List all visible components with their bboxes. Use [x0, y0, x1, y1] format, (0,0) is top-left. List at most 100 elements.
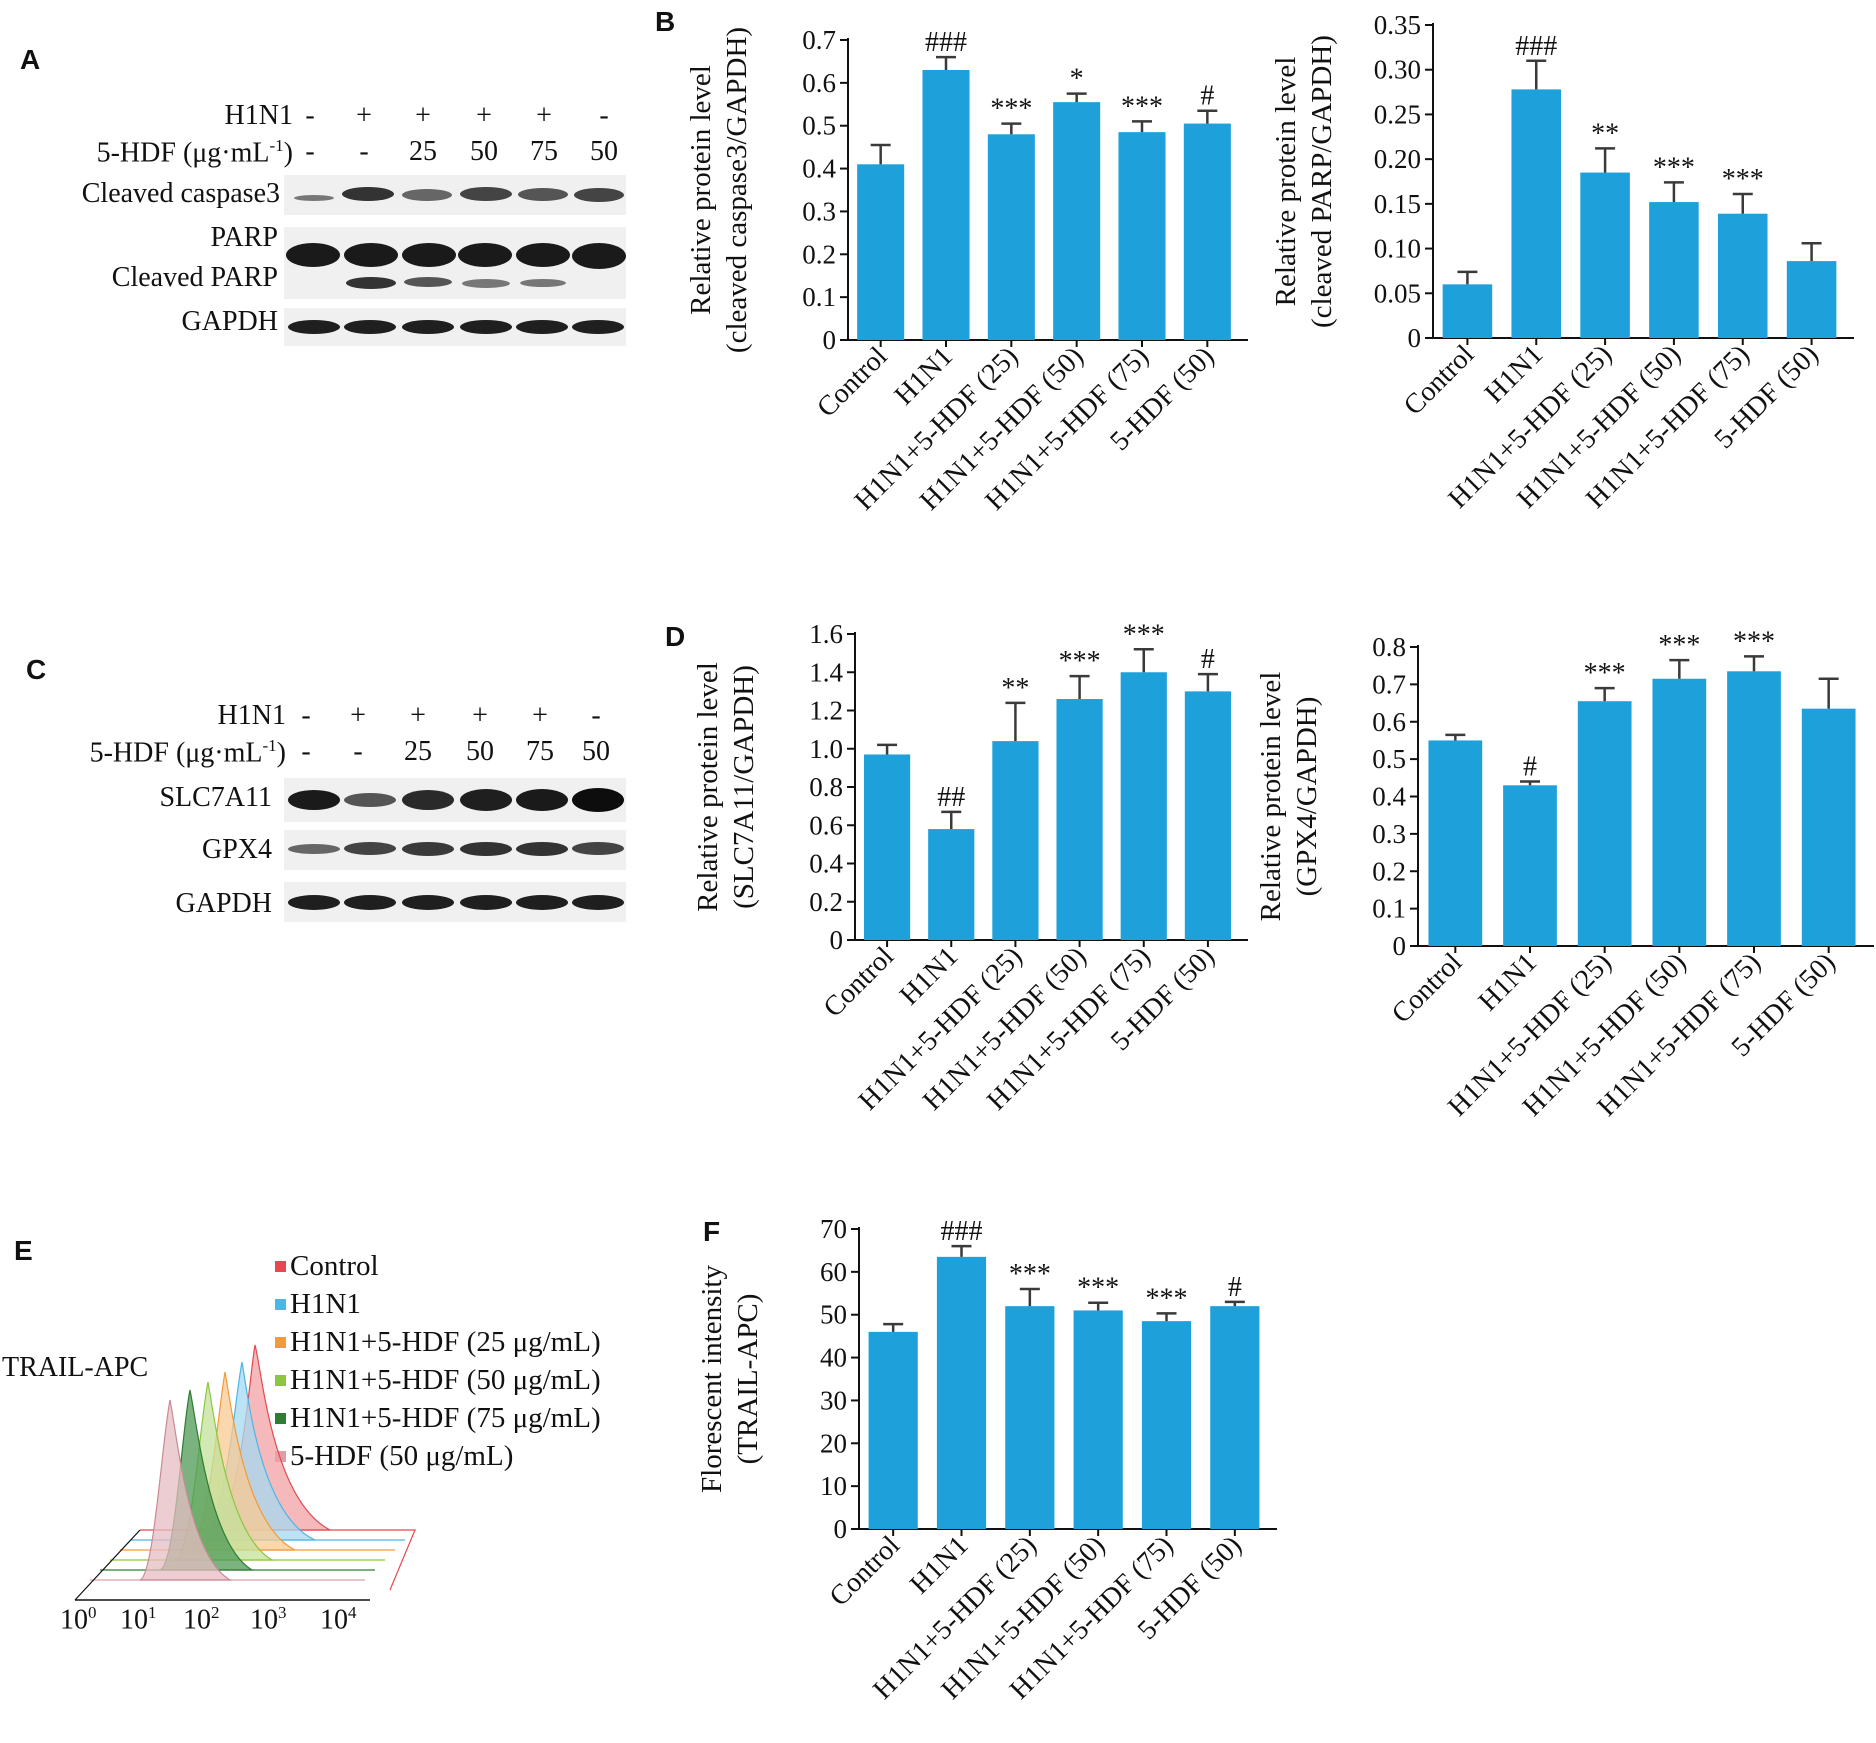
significance-marker: *** — [1059, 646, 1101, 677]
blot-strip-gpx4 — [284, 830, 626, 870]
y-tick-label: 0.1 — [1372, 894, 1406, 924]
bar — [1801, 708, 1856, 946]
y-tick-label: 0.4 — [802, 154, 836, 184]
treatment-sign: - — [359, 136, 369, 167]
bar — [1577, 701, 1632, 946]
y-tick-label: 0.3 — [802, 196, 836, 226]
flow-x-tick-label: 101 — [120, 1603, 157, 1636]
treatment-sign: + — [476, 100, 492, 131]
bar — [1652, 678, 1707, 946]
treatment-sign: - — [301, 736, 311, 767]
y-tick-label: 0.8 — [809, 772, 843, 802]
blot-strip-gapdh-a — [284, 308, 626, 346]
bar-chart-b1: 0 0.1 0.2 0.3 0.4 0.5 0.6 0.7 Relative protein l… — [685, 25, 1248, 517]
y-tick-label: 0 — [830, 925, 844, 955]
y-tick-label: 0 — [834, 1514, 848, 1544]
significance-marker: *** — [1077, 1273, 1119, 1304]
bar-chart-d1: 0 0.2 0.4 0.6 0.8 1.0 1.2 1.4 1.6 Relative protei… — [692, 619, 1248, 1117]
y-tick-label: 0.4 — [809, 849, 843, 879]
flow-histogram-plot — [74, 1344, 416, 1601]
legend-swatch — [275, 1375, 286, 1386]
bar-chart-f: 0 10 20 30 40 50 60 70 Florescent intensity (TRAI… — [696, 1214, 1277, 1706]
y-tick-label: 20 — [820, 1428, 847, 1458]
y-tick-label: 0.6 — [809, 810, 843, 840]
y-axis-label: Relative protein level — [1270, 57, 1302, 307]
bar — [987, 134, 1035, 340]
bar — [1183, 123, 1231, 340]
significance-marker: # — [1228, 1272, 1242, 1303]
x-tick-label: H1N1 — [1473, 947, 1543, 1017]
legend-swatch — [275, 1451, 286, 1462]
significance-marker: ### — [941, 1216, 983, 1247]
y-tick-label: 1.6 — [809, 619, 843, 649]
treatment-sign: + — [410, 700, 426, 731]
y-tick-label: 0.5 — [1372, 744, 1406, 774]
legend-item: H1N1+5-HDF (75 μg/mL) — [275, 1402, 601, 1435]
treatment-sign: 50 — [466, 736, 494, 767]
treatment-label-h1n1: H1N1 — [224, 100, 293, 131]
significance-marker: *** — [990, 94, 1032, 125]
y-tick-label: 1.4 — [809, 657, 843, 687]
y-tick-label: 0.2 — [1372, 856, 1406, 886]
bar-chart-d2: 0 0.1 0.2 0.3 0.4 0.5 0.6 0.7 0.8 Relative protei… — [1255, 626, 1874, 1123]
significance-marker: *** — [1146, 1283, 1188, 1314]
treatment-sign: 50 — [590, 136, 618, 167]
bar — [1503, 785, 1557, 946]
bar — [1727, 671, 1781, 946]
y-tick-label: 0.6 — [802, 68, 836, 98]
blot-row-label: GAPDH — [181, 306, 278, 337]
panel-label-a: A — [20, 44, 41, 75]
bar — [1056, 699, 1103, 940]
y-axis-label: (cleaved PARP/GAPDH) — [1306, 35, 1338, 328]
significance-marker: *** — [1123, 619, 1165, 650]
treatment-sign: - — [599, 100, 609, 131]
bar — [1511, 89, 1562, 338]
bar — [922, 70, 970, 340]
bar-chart-b2: 0 0.05 0.10 0.15 0.20 0.25 0.30 0.35 Relative pr… — [1270, 10, 1854, 515]
panel-label-e: E — [14, 1235, 33, 1266]
y-tick-label: 0.25 — [1374, 99, 1421, 129]
significance-marker: *** — [1733, 626, 1775, 657]
significance-marker: ### — [925, 27, 967, 58]
blot-row-label: SLC7A11 — [159, 782, 272, 813]
y-tick-label: 0.3 — [1372, 819, 1406, 849]
bar — [1428, 740, 1483, 946]
bar — [857, 164, 905, 340]
y-axis-label: Relative protein level — [692, 662, 724, 912]
bar — [1053, 102, 1101, 341]
significance-marker: *** — [1121, 91, 1163, 122]
bar — [1649, 202, 1699, 338]
legend-item: 5-HDF (50 μg/mL) — [275, 1440, 513, 1473]
y-tick-label: 0 — [1408, 323, 1422, 353]
bar — [928, 829, 975, 940]
y-tick-label: 30 — [820, 1385, 847, 1415]
significance-marker: # — [1201, 644, 1215, 675]
y-tick-label: 0.7 — [1372, 669, 1406, 699]
significance-marker: # — [1200, 81, 1214, 112]
legend-item: Control — [275, 1250, 379, 1283]
blot-row-label: PARP — [210, 222, 278, 253]
significance-marker: ** — [1591, 118, 1619, 149]
legend-item: H1N1 — [275, 1288, 361, 1321]
significance-marker: # — [1523, 752, 1537, 783]
bar — [868, 1331, 918, 1529]
y-axis-label: (cleaved caspase3/GAPDH) — [721, 27, 753, 353]
legend-swatch — [275, 1299, 286, 1310]
flow-axis-back — [74, 1529, 141, 1601]
significance-marker: *** — [1009, 1259, 1051, 1290]
blot-strip-cleaved-caspase3 — [284, 175, 626, 215]
y-tick-label: 0.6 — [1372, 707, 1406, 737]
y-tick-label: 1.2 — [809, 696, 843, 726]
bar — [1120, 672, 1167, 940]
legend-item: H1N1+5-HDF (25 μg/mL) — [275, 1326, 601, 1359]
y-tick-label: 0.05 — [1374, 278, 1421, 308]
y-tick-label: 0 — [823, 325, 837, 355]
treatment-sign: + — [532, 700, 548, 731]
legend-swatch — [275, 1413, 286, 1424]
y-axis-label: (TRAIL-APC) — [732, 1294, 764, 1465]
significance-marker: ### — [1515, 31, 1557, 62]
bar — [936, 1256, 987, 1529]
y-tick-label: 0.30 — [1374, 55, 1421, 85]
y-tick-label: 0.4 — [1372, 782, 1406, 812]
